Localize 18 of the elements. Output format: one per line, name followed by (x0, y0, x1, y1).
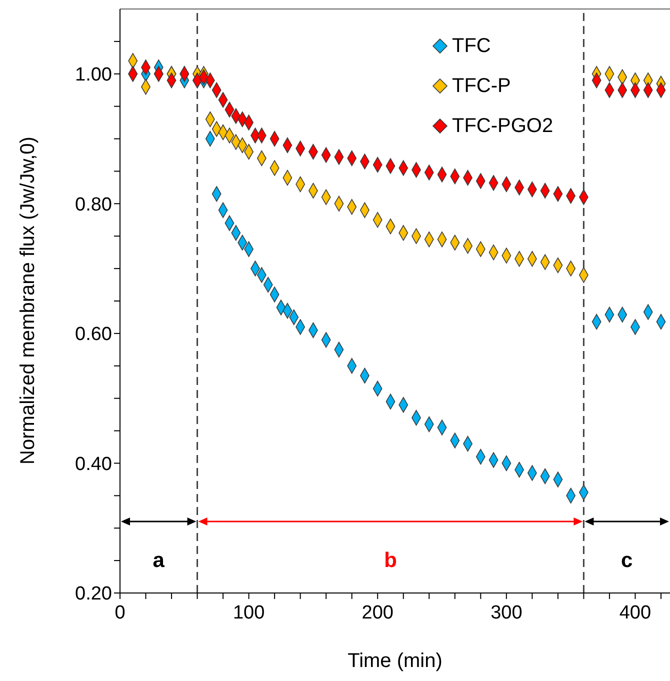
y-tick-label: 0.40 (75, 454, 112, 475)
x-tick-label: 0 (114, 602, 126, 624)
x-tick-label: 200 (362, 602, 394, 624)
annotation: c (621, 549, 634, 572)
legend-label: TFC-P (452, 75, 511, 97)
annotation: b (384, 549, 397, 572)
x-tick-label: 400 (619, 602, 652, 624)
y-axis-title: Normalized membrane flux (Jw/Jw,0) (17, 136, 39, 464)
x-tick-label: 300 (490, 602, 522, 624)
x-tick-label: 100 (232, 602, 265, 624)
y-tick-label: 0.80 (75, 194, 112, 216)
y-tick-label: 0.20 (75, 584, 112, 605)
legend-label: TFC-PGO2 (452, 115, 554, 137)
y-tick-label: 1.00 (75, 64, 112, 86)
x-axis-title: Time (min) (348, 650, 442, 672)
y-tick-label: 0.60 (75, 324, 112, 346)
legend-label: TFC (452, 35, 491, 57)
annotation: a (152, 549, 165, 572)
